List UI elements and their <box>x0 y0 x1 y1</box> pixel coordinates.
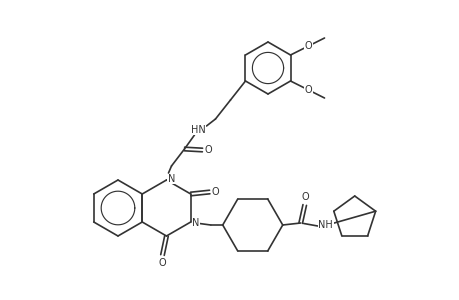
Text: O: O <box>304 85 312 95</box>
Text: HN: HN <box>190 125 206 135</box>
Text: O: O <box>158 258 166 268</box>
Text: O: O <box>301 192 309 202</box>
Text: O: O <box>204 145 212 155</box>
Text: O: O <box>212 187 219 197</box>
Text: N: N <box>191 218 199 228</box>
Text: NH: NH <box>318 220 332 230</box>
Text: O: O <box>304 41 312 51</box>
Text: N: N <box>168 174 175 184</box>
